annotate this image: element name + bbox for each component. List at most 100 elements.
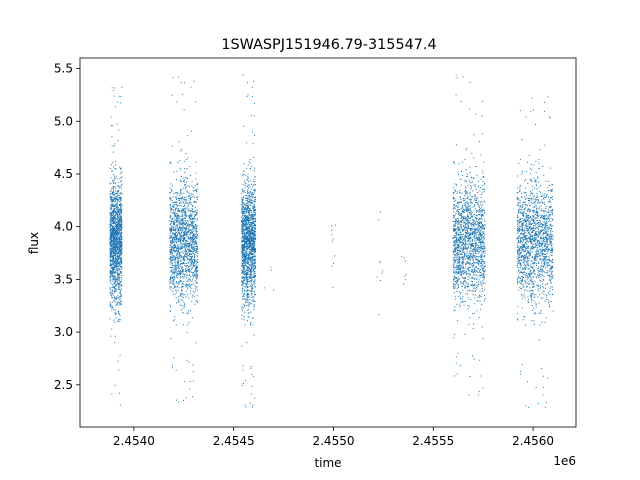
data-point (173, 241, 175, 243)
data-point (249, 258, 251, 260)
data-point (175, 204, 177, 205)
data-point (188, 271, 190, 273)
data-point (180, 205, 182, 207)
data-point (196, 245, 197, 247)
data-point (118, 289, 120, 290)
data-point (116, 231, 118, 233)
data-point (254, 231, 256, 233)
data-point (250, 249, 252, 251)
data-point (249, 233, 251, 235)
data-point (247, 274, 248, 275)
data-point (116, 234, 118, 236)
data-point (178, 221, 180, 223)
data-point (249, 270, 251, 272)
data-point (111, 232, 113, 234)
data-point (247, 177, 249, 179)
data-point (119, 277, 120, 279)
data-point (244, 194, 246, 196)
data-point (194, 216, 195, 218)
data-point (110, 266, 112, 268)
data-point (170, 250, 172, 252)
data-point (117, 198, 119, 200)
data-point (405, 274, 407, 276)
data-point (253, 300, 255, 302)
data-point (179, 279, 181, 281)
data-point (246, 320, 248, 322)
data-point (113, 254, 115, 256)
data-point (109, 291, 111, 293)
data-point (176, 194, 178, 196)
data-point (245, 242, 247, 244)
data-point (251, 166, 253, 168)
data-point (193, 271, 194, 273)
data-point (192, 245, 194, 247)
data-point (178, 198, 180, 200)
data-point (113, 248, 115, 250)
data-point (249, 244, 250, 246)
data-point (191, 274, 193, 276)
data-point (113, 218, 115, 220)
data-point (189, 242, 191, 244)
data-point (253, 375, 254, 377)
data-point (169, 278, 171, 280)
data-point (251, 291, 253, 292)
data-point (187, 243, 189, 245)
data-point (170, 223, 171, 225)
data-point (249, 222, 251, 223)
data-point (251, 194, 253, 196)
data-point (248, 225, 249, 227)
data-point (113, 237, 115, 239)
data-point (186, 181, 188, 183)
data-point (175, 290, 177, 291)
data-point (113, 267, 115, 269)
data-point (189, 237, 191, 239)
data-point (113, 248, 115, 250)
data-point (111, 193, 113, 194)
data-point (254, 206, 256, 208)
data-point (246, 253, 248, 255)
data-point (254, 204, 255, 206)
data-point (253, 184, 255, 186)
data-point (250, 222, 252, 224)
data-point (183, 202, 185, 204)
data-point (243, 279, 245, 281)
data-point (120, 254, 122, 256)
data-point (241, 315, 243, 316)
data-point (172, 277, 173, 279)
data-point (113, 209, 115, 211)
data-point (110, 209, 112, 211)
data-point (252, 193, 253, 195)
data-point (181, 218, 183, 220)
data-point (191, 287, 193, 289)
data-point (120, 244, 122, 246)
data-point (244, 254, 246, 256)
data-point (183, 232, 185, 234)
data-point (181, 237, 183, 239)
data-point (176, 234, 178, 236)
data-point (189, 253, 191, 255)
data-point (241, 259, 243, 261)
data-point (251, 246, 253, 247)
data-point (186, 231, 188, 233)
data-point (120, 200, 122, 202)
data-point (114, 186, 116, 188)
data-point (243, 383, 244, 385)
data-point (116, 301, 118, 303)
data-point (117, 222, 119, 224)
data-point (181, 208, 183, 210)
data-point (246, 209, 247, 210)
data-point (194, 236, 196, 238)
data-point (109, 183, 111, 185)
data-point (246, 197, 248, 199)
data-point (251, 228, 253, 230)
data-point (111, 236, 113, 238)
data-point (190, 194, 192, 196)
data-point (113, 257, 115, 258)
data-point (183, 256, 185, 257)
data-point (110, 282, 112, 284)
data-point (178, 211, 180, 213)
data-point (242, 234, 244, 236)
data-point (194, 303, 196, 305)
data-point (117, 273, 119, 275)
data-point (119, 228, 121, 230)
